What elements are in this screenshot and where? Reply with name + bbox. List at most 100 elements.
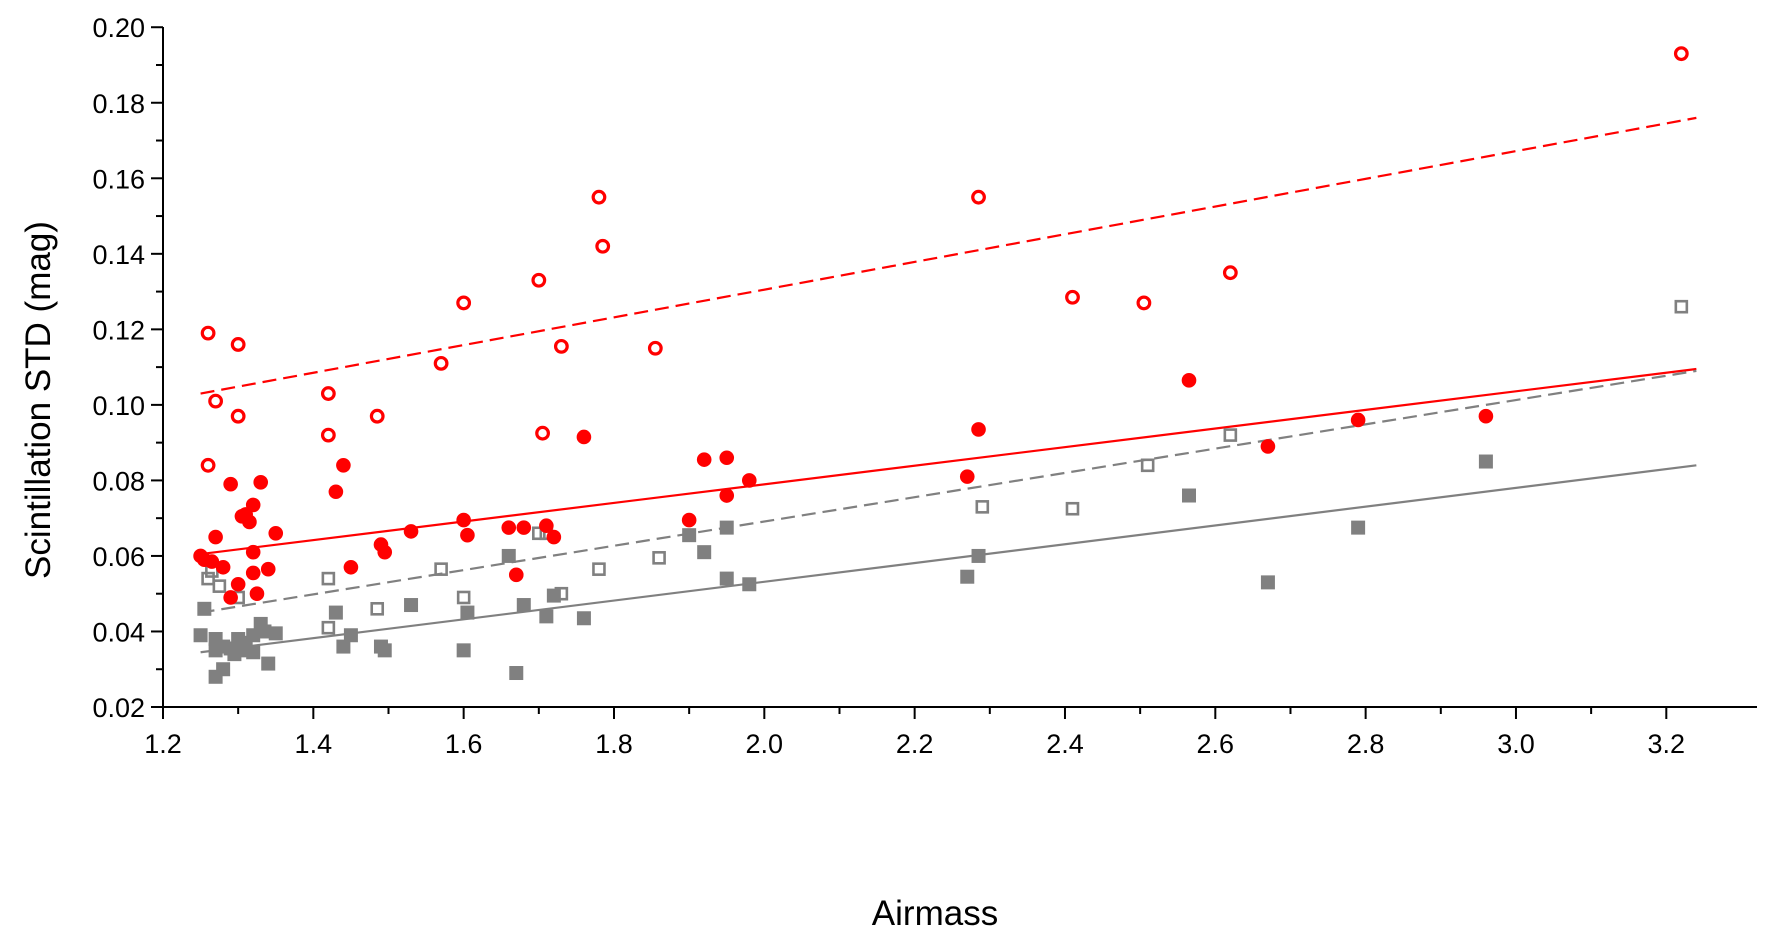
red-filled-circle-point — [328, 484, 344, 500]
red-filled-circle-point — [242, 514, 257, 530]
red-filled-circle-point — [1478, 408, 1494, 424]
y-tick-label: 0.08 — [92, 466, 145, 496]
red-filled-circle-point — [245, 497, 261, 513]
red-filled-circle-point — [460, 527, 475, 543]
red-filled-circle-point — [456, 512, 471, 528]
red-filled-circle-point — [230, 576, 246, 592]
red-filled-circle-point — [245, 565, 261, 581]
red-filled-circle-point — [516, 520, 532, 535]
gray-open-square-point — [321, 620, 336, 635]
red-open-circle-point — [433, 355, 449, 371]
y-tick-label: 0.18 — [92, 89, 145, 119]
gray-open-square-point — [212, 579, 227, 593]
y-tick-label: 0.14 — [92, 240, 145, 270]
gray-filled-square-point — [509, 666, 524, 681]
x-tick-label: 2.8 — [1347, 729, 1385, 759]
red-filled-circle-point — [403, 524, 419, 539]
gray-filled-square-point — [1260, 575, 1275, 590]
y-tick-label: 0.04 — [92, 617, 145, 647]
gray-open-square-point — [434, 562, 448, 576]
red-filled-circle-point — [696, 452, 712, 467]
red-open-circle-point — [1065, 289, 1080, 305]
gray-open-square-point — [975, 500, 990, 514]
gray-filled-square-point — [576, 611, 591, 626]
gray-filled-square-point — [516, 598, 531, 613]
gray-filled-square-point — [1351, 520, 1366, 535]
red-solid-fit — [200, 367, 1697, 556]
gray-open-square-point — [456, 590, 471, 605]
gray-filled-square-point — [246, 628, 261, 643]
red-open-circle-point — [535, 425, 550, 441]
gray-filled-square-point — [1478, 454, 1493, 469]
red-open-circle-point — [200, 325, 216, 341]
gray-filled-square-point — [246, 645, 261, 660]
red-filled-circle-point — [336, 458, 351, 473]
red-filled-circle-point — [204, 554, 220, 569]
red-filled-circle-point — [959, 469, 975, 484]
red-open-circle-point — [591, 189, 607, 205]
red-open-circle-point — [1222, 265, 1238, 281]
red-filled-circle-point — [253, 474, 269, 490]
red-filled-circle-point — [971, 422, 986, 437]
red-open-circle-point — [553, 338, 569, 354]
red-filled-circle-point — [546, 529, 562, 545]
x-tick-label: 1.2 — [144, 729, 182, 759]
gray-filled-square-point — [216, 662, 231, 677]
red-filled-circle-point — [260, 561, 276, 577]
gray-dashed-fit — [200, 369, 1697, 614]
x-tick-label: 2.6 — [1197, 729, 1235, 759]
gray-open-square-point — [1065, 501, 1080, 516]
red-filled-circle-point — [576, 429, 592, 445]
gray-filled-square-point — [960, 569, 975, 584]
y-tick-label: 0.16 — [92, 164, 145, 194]
gray-open-square-point — [1223, 428, 1238, 442]
red-open-circle-point — [200, 457, 216, 473]
x-tick-label: 2.2 — [896, 729, 934, 759]
red-filled-circle-point — [1181, 373, 1197, 388]
gray-filled-square-point — [682, 528, 697, 543]
gray-open-square-point — [1674, 299, 1689, 314]
red-filled-circle-point — [208, 529, 223, 545]
red-open-circle-point — [369, 408, 385, 424]
gray-filled-square-point — [1182, 488, 1197, 503]
data-points — [193, 46, 1689, 684]
red-filled-circle-point — [245, 544, 261, 560]
red-open-circle-point — [531, 272, 547, 288]
gray-filled-square-point — [193, 628, 208, 643]
gray-open-square-point — [592, 562, 606, 576]
gray-filled-square-point — [328, 605, 343, 620]
x-axis-title: Airmass — [872, 894, 998, 933]
x-tick-label: 1.6 — [445, 729, 483, 759]
red-filled-circle-point — [1350, 412, 1366, 428]
red-filled-circle-point — [719, 488, 735, 503]
gray-filled-square-point — [719, 571, 734, 586]
red-open-circle-point — [320, 427, 336, 443]
red-filled-circle-point — [268, 525, 284, 541]
red-open-circle-point — [456, 295, 472, 311]
y-tick-label: 0.06 — [92, 542, 145, 572]
gray-filled-square-point — [336, 639, 351, 654]
gray-filled-square-point — [697, 545, 712, 560]
gray-filled-square-point — [404, 598, 419, 613]
x-tick-label: 1.4 — [295, 729, 333, 759]
gray-open-square-point — [652, 551, 666, 565]
gray-filled-square-point — [539, 609, 554, 624]
red-open-circle-point — [1136, 295, 1152, 311]
gray-open-square-point — [370, 602, 385, 616]
red-filled-circle-point — [249, 586, 265, 602]
red-filled-circle-point — [508, 567, 524, 583]
red-filled-circle-point — [681, 512, 697, 528]
x-tick-label: 3.0 — [1497, 729, 1535, 759]
red-filled-circle-point — [215, 559, 231, 575]
red-open-circle-point — [230, 408, 246, 424]
gray-filled-square-point — [268, 626, 283, 641]
red-filled-circle-point — [223, 590, 238, 605]
gray-filled-square-point — [719, 520, 734, 535]
red-open-circle-point — [595, 238, 611, 254]
red-filled-circle-point — [539, 518, 554, 534]
y-tick-label: 0.02 — [92, 693, 145, 723]
gray-filled-square-point — [377, 643, 392, 658]
x-tick-label: 2.0 — [746, 729, 784, 759]
x-tick-label: 3.2 — [1648, 729, 1686, 759]
